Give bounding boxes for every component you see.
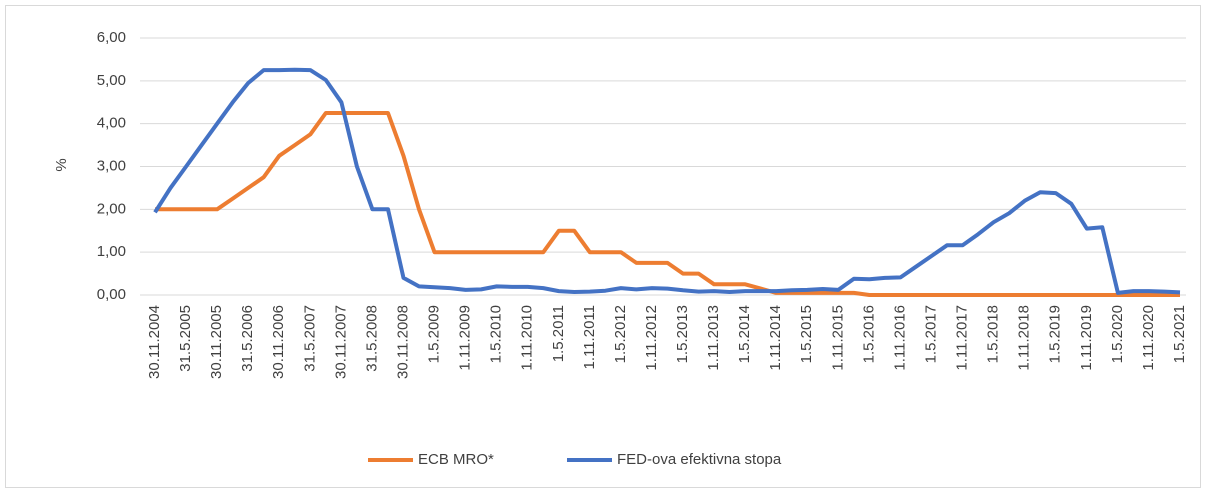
y-tick-label: 6,00: [97, 29, 126, 46]
y-tick-label: 1,00: [97, 243, 126, 260]
x-tick-label: 1.11.2015: [829, 305, 846, 371]
x-tick-label: 1.5.2020: [1109, 305, 1126, 363]
y-tick-label: 5,00: [97, 72, 126, 89]
x-tick-label: 31.5.2006: [239, 305, 256, 372]
x-tick-label: 30.11.2004: [146, 305, 163, 379]
x-tick-label: 1.5.2010: [488, 305, 505, 363]
x-tick-label: 1.11.2020: [1140, 305, 1157, 371]
x-tick-label: 30.11.2007: [332, 305, 349, 379]
x-tick-label: 30.11.2005: [208, 305, 225, 379]
x-tick-label: 1.5.2019: [1047, 305, 1064, 363]
x-tick-label: 1.5.2012: [612, 305, 629, 363]
y-axis-label: %: [53, 158, 70, 171]
x-tick-label: 30.11.2008: [394, 305, 411, 379]
legend-label: ECB MRO*: [418, 451, 494, 468]
x-tick-label: 1.5.2018: [985, 305, 1002, 363]
x-tick-label: 1.11.2014: [767, 305, 784, 371]
y-tick-label: 3,00: [97, 157, 126, 174]
y-tick-label: 4,00: [97, 115, 126, 132]
x-tick-label: 1.11.2009: [457, 305, 474, 371]
x-tick-label: 1.5.2016: [860, 305, 877, 363]
x-tick-label: 1.11.2017: [954, 305, 971, 371]
legend-label: FED-ova efektivna stopa: [617, 451, 782, 468]
x-tick-label: 30.11.2006: [270, 305, 287, 379]
y-tick-label: 0,00: [97, 286, 126, 303]
x-tick-label: 31.5.2007: [301, 305, 318, 372]
x-tick-label: 1.5.2017: [922, 305, 939, 363]
x-tick-label: 1.11.2011: [581, 305, 598, 370]
x-tick-label: 1.11.2013: [705, 305, 722, 371]
x-tick-label: 1.5.2021: [1171, 305, 1188, 363]
chart-frame: [5, 5, 1201, 488]
x-tick-label: 1.5.2011: [550, 305, 567, 362]
x-tick-label: 1.11.2010: [519, 305, 536, 371]
line-series: [155, 111, 1180, 297]
x-tick-label: 1.11.2018: [1016, 305, 1033, 371]
x-tick-label: 1.5.2013: [674, 305, 691, 363]
line-series: [153, 67, 1181, 295]
x-tick-label: 1.5.2014: [736, 305, 753, 363]
x-tick-label: 1.11.2012: [643, 305, 660, 371]
x-tick-label: 1.5.2015: [798, 305, 815, 363]
x-tick-label: 1.5.2009: [426, 305, 443, 363]
x-tick-label: 31.5.2008: [363, 305, 380, 372]
y-tick-label: 2,00: [97, 200, 126, 217]
x-tick-label: 1.11.2016: [891, 305, 908, 371]
x-tick-label: 1.11.2019: [1078, 305, 1095, 371]
x-tick-label: 31.5.2005: [177, 305, 194, 372]
